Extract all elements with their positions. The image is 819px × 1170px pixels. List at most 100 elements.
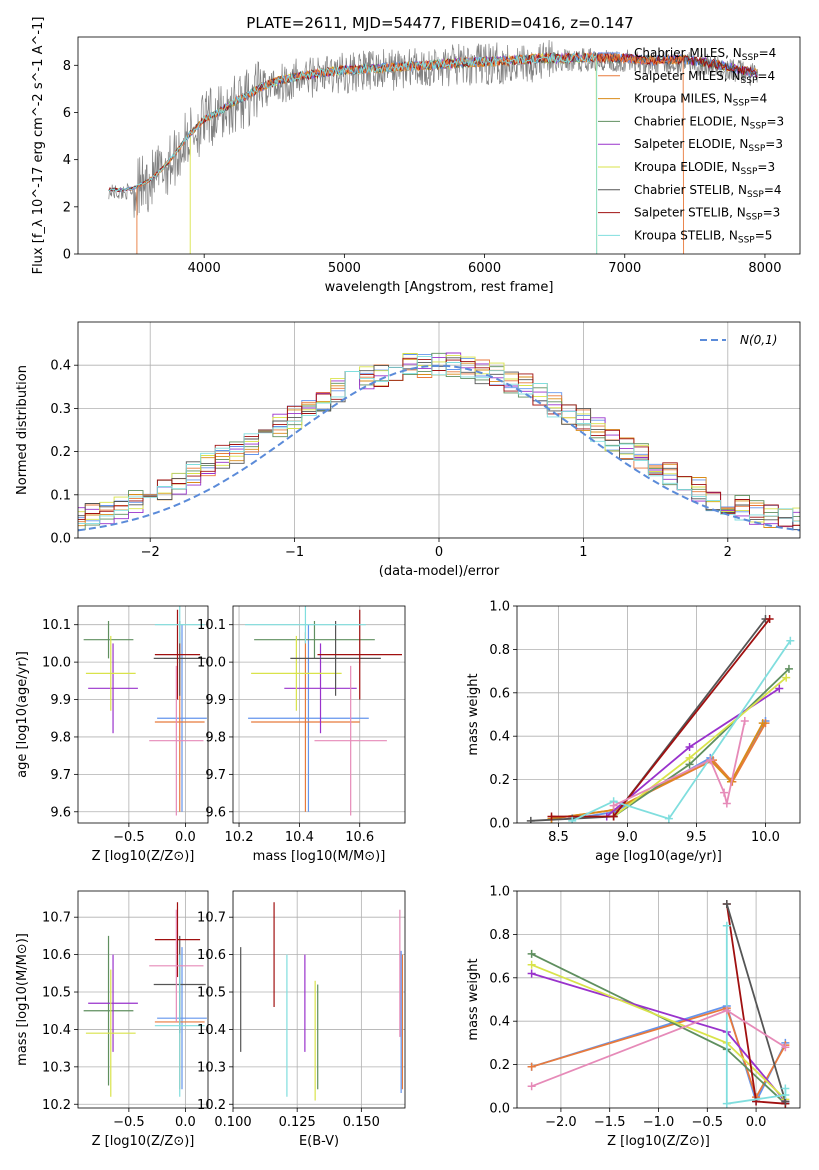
series-line — [725, 903, 787, 1102]
y-tick-label: 10.6 — [197, 948, 226, 963]
series-line — [613, 676, 787, 818]
histogram-step-line — [78, 352, 800, 527]
spectrum-axes: 4000 5000 6000 7000 8000 0 2 4 6 8 wavelength [Ang… — [31, 17, 801, 295]
data-point-marker — [765, 615, 774, 624]
figure-title: PLATE=2611, MJD=54477, FIBERID=0416, z=0… — [246, 14, 633, 32]
x-tick-label: −1 — [285, 545, 304, 560]
y-tick-label: 0.4 — [489, 1015, 510, 1030]
data-point-marker — [706, 756, 715, 765]
y-tick-label: 1.0 — [489, 600, 510, 615]
mass_weight_vs_Z-plot-area — [517, 891, 800, 1108]
data-point-marker — [758, 719, 767, 728]
data-point-marker — [685, 743, 694, 752]
data-point-marker — [782, 673, 791, 682]
y-axis-label: Normed distribution — [15, 365, 30, 495]
age_vs_mass-plot-area — [233, 606, 405, 823]
data-point-marker — [722, 1099, 731, 1108]
series-line — [571, 640, 792, 822]
x-axis-label: Z [log10(Z/Z⊙)] — [607, 1134, 710, 1149]
x-tick-label: 10.6 — [345, 830, 374, 845]
x-axis-label: mass [log10(M/M⊙)] — [253, 849, 386, 864]
y-tick-label: 0.3 — [50, 402, 71, 417]
normal-curve-line — [78, 364, 800, 532]
x-tick-label: −0.5 — [113, 1115, 145, 1130]
y-tick-label: 10.3 — [42, 1060, 71, 1075]
y-tick-label: 10.7 — [42, 911, 71, 926]
data-point-marker — [609, 801, 618, 810]
y-tick-label: 0.0 — [489, 1102, 510, 1117]
data-point-marker — [784, 664, 793, 673]
x-tick-label: 0.0 — [175, 830, 196, 845]
x-tick-label: 8.5 — [548, 830, 569, 845]
data-point-marker — [722, 799, 731, 808]
y-tick-label: 9.7 — [50, 768, 71, 783]
x-axis-label: E(B-V) — [299, 1134, 339, 1149]
x-tick-label: 0.150 — [343, 1115, 380, 1130]
x-tick-label: −2.0 — [545, 1115, 577, 1130]
age_vs_Z-frame — [77, 605, 209, 824]
mass_vs_ebv-frame — [232, 890, 406, 1109]
mass_weight_vs_age-axes: 8.5 9.0 9.5 10.0 0.0 0.2 0.4 0.6 0.8 1.0 age [log1… — [466, 600, 801, 864]
data-point-marker — [527, 969, 536, 978]
y-tick-label: 10.2 — [42, 1098, 71, 1113]
data-point-marker — [740, 717, 749, 726]
y-tick-label: 9.9 — [205, 693, 226, 708]
mass_weight_vs_Z-axes: −2.0 −1.5 −1.0 −0.5 0.0 0.0 0.2 0.4 0.6 0.8 1.0 Z [… — [466, 885, 801, 1149]
x-tick-label: 0.0 — [175, 1115, 196, 1130]
legend-entry: Chabrier STELIB, NSSP=4 — [634, 183, 782, 200]
data-point-marker — [786, 636, 795, 645]
y-tick-label: 10.1 — [197, 618, 226, 633]
mass_weight_vs_age-frame — [516, 605, 801, 824]
x-tick-label: 0.125 — [279, 1115, 316, 1130]
legend-entry: Kroupa MILES, NSSP=4 — [634, 92, 767, 109]
x-tick-label: 1 — [579, 545, 587, 560]
legend-entry: Salpeter ELODIE, NSSP=3 — [634, 137, 783, 154]
x-tick-label: 0.0 — [746, 1115, 767, 1130]
y-tick-label: 0.4 — [50, 359, 71, 374]
y-axis-label: mass [log10(M/M⊙)] — [15, 933, 30, 1066]
histogram-step-line — [78, 354, 800, 530]
x-tick-label: 9.5 — [686, 830, 707, 845]
y-tick-label: 9.8 — [205, 730, 226, 745]
x-tick-label: −2 — [141, 545, 160, 560]
legend-entry: Chabrier ELODIE, NSSP=3 — [634, 114, 784, 131]
y-tick-label: 10.5 — [42, 986, 71, 1001]
data-point-marker — [720, 788, 729, 797]
y-tick-label: 4 — [63, 153, 71, 168]
age_vs_Z-plot-area — [78, 606, 208, 823]
y-tick-label: 0 — [63, 248, 71, 263]
y-tick-label: 6 — [63, 106, 71, 121]
spectrum-plot-area — [108, 39, 759, 254]
y-tick-label: 10.1 — [42, 618, 71, 633]
histogram-step-line — [78, 356, 800, 525]
mass_weight_vs_Z-frame — [516, 890, 801, 1109]
x-axis-label: age [log10(age/yr)] — [595, 849, 722, 864]
x-tick-label: 8000 — [748, 261, 781, 276]
model-spectrum-line — [108, 52, 598, 254]
x-axis-label: (data-model)/error — [379, 564, 500, 579]
data-point-marker — [526, 816, 535, 823]
x-tick-label: −1.0 — [643, 1115, 675, 1130]
x-tick-label: 6000 — [468, 261, 501, 276]
residuals-frame — [77, 321, 801, 539]
y-axis-label: Flux [f_λ 10^-17 erg cm^-2 s^-1 A^-1] — [31, 17, 46, 275]
data-point-marker — [527, 949, 536, 958]
y-tick-label: 0.8 — [489, 928, 510, 943]
x-tick-label: 2 — [724, 545, 732, 560]
y-tick-label: 0.4 — [489, 730, 510, 745]
y-tick-label: 0.2 — [50, 445, 71, 460]
data-point-marker — [781, 1043, 790, 1052]
x-axis-label: Z [log10(Z/Z⊙)] — [92, 849, 195, 864]
y-tick-label: 0.0 — [50, 532, 71, 547]
data-point-marker — [664, 814, 673, 823]
x-tick-label: 0 — [435, 545, 443, 560]
x-tick-label: −1.5 — [594, 1115, 626, 1130]
y-tick-label: 0.1 — [50, 488, 71, 503]
y-tick-label: 1.0 — [489, 885, 510, 900]
data-point-marker — [722, 900, 731, 909]
y-tick-label: 9.8 — [50, 730, 71, 745]
mass_vs_Z-plot-area — [78, 891, 208, 1108]
legend-entry: Kroupa STELIB, NSSP=5 — [634, 228, 772, 245]
y-tick-label: 10.2 — [197, 1098, 226, 1113]
y-tick-label: 10.4 — [42, 1023, 71, 1038]
